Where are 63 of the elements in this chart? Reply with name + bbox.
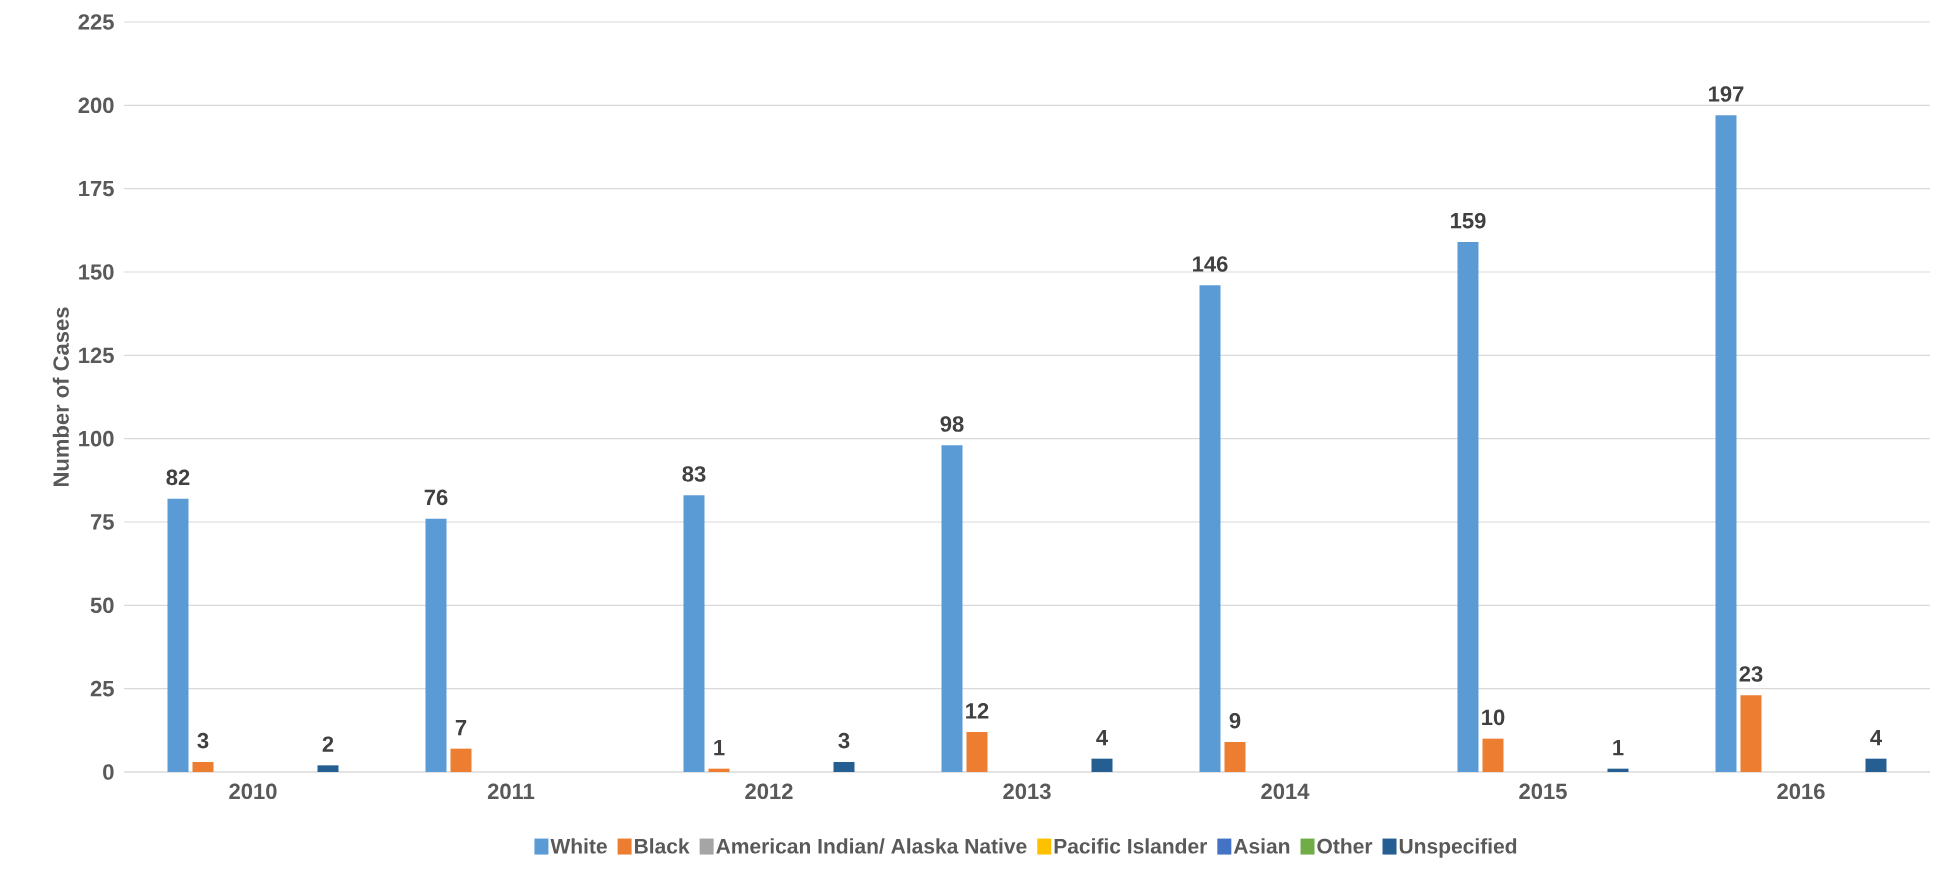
data-label: 76 [424, 489, 448, 506]
y-tick-label: 0 [103, 764, 114, 780]
x-tick-label: 2010 [229, 783, 277, 800]
x-tick-label: 2016 [1777, 783, 1825, 800]
bar [425, 518, 447, 772]
legend-label: Other [1317, 838, 1373, 854]
bar [1199, 285, 1221, 772]
y-tick-label: 25 [90, 680, 114, 697]
y-tick-label: 125 [79, 347, 114, 364]
bar [708, 768, 730, 772]
bar [1865, 758, 1887, 772]
y-axis-title: Number of Cases [52, 307, 69, 486]
legend-label: Black [635, 838, 690, 854]
bar [450, 748, 472, 772]
legend-label: Unspecified [1399, 838, 1517, 858]
data-label: 2 [322, 736, 334, 752]
data-label: 1 [1613, 740, 1624, 756]
data-label: 23 [1739, 666, 1763, 682]
bar [833, 762, 855, 772]
data-label: 7 [455, 720, 467, 736]
legend-label: American Indian/ Alaska Native [716, 838, 1027, 854]
y-tick-label: 175 [79, 180, 114, 197]
x-tick-label: 2014 [1261, 783, 1310, 800]
data-label: 3 [838, 732, 850, 749]
bar [192, 762, 214, 772]
x-tick-label: 2013 [1003, 783, 1051, 800]
y-tick-label: 100 [79, 430, 114, 447]
y-tick-label: 200 [78, 97, 114, 114]
bar [966, 732, 988, 772]
legend-label: Asian [1233, 838, 1290, 854]
data-label: 9 [1229, 712, 1241, 729]
data-label: 83 [682, 466, 706, 482]
bar [1482, 738, 1504, 772]
bar [1457, 242, 1479, 772]
bar [1715, 115, 1737, 772]
data-label: 10 [1482, 709, 1505, 726]
bar [1740, 695, 1762, 772]
x-tick-label: 2011 [487, 783, 535, 800]
data-label: 3 [197, 732, 209, 749]
data-label: 1 [714, 740, 725, 756]
data-label: 82 [166, 469, 190, 486]
bar [167, 498, 189, 772]
data-label: 4 [1096, 730, 1108, 746]
legend-label: Pacific Islander [1054, 838, 1207, 854]
bar [1091, 758, 1113, 772]
bar [1224, 742, 1246, 772]
data-label: 4 [1870, 730, 1882, 746]
x-tick-label: 2012 [745, 783, 793, 800]
legend-label: White [550, 838, 607, 854]
y-tick-label: 75 [90, 514, 114, 530]
x-tick-label: 2015 [1519, 783, 1567, 800]
y-tick-label: 225 [78, 14, 114, 30]
data-label: 98 [940, 416, 964, 432]
y-tick-label: 50 [90, 597, 114, 614]
bar [941, 445, 963, 772]
data-label: 197 [1709, 86, 1744, 102]
bar [317, 765, 339, 772]
bar [1607, 768, 1629, 772]
data-label: 12 [966, 703, 989, 719]
data-label: 159 [1451, 212, 1486, 229]
y-tick-label: 150 [79, 264, 114, 280]
bar [683, 495, 705, 772]
data-label: 146 [1193, 256, 1228, 272]
